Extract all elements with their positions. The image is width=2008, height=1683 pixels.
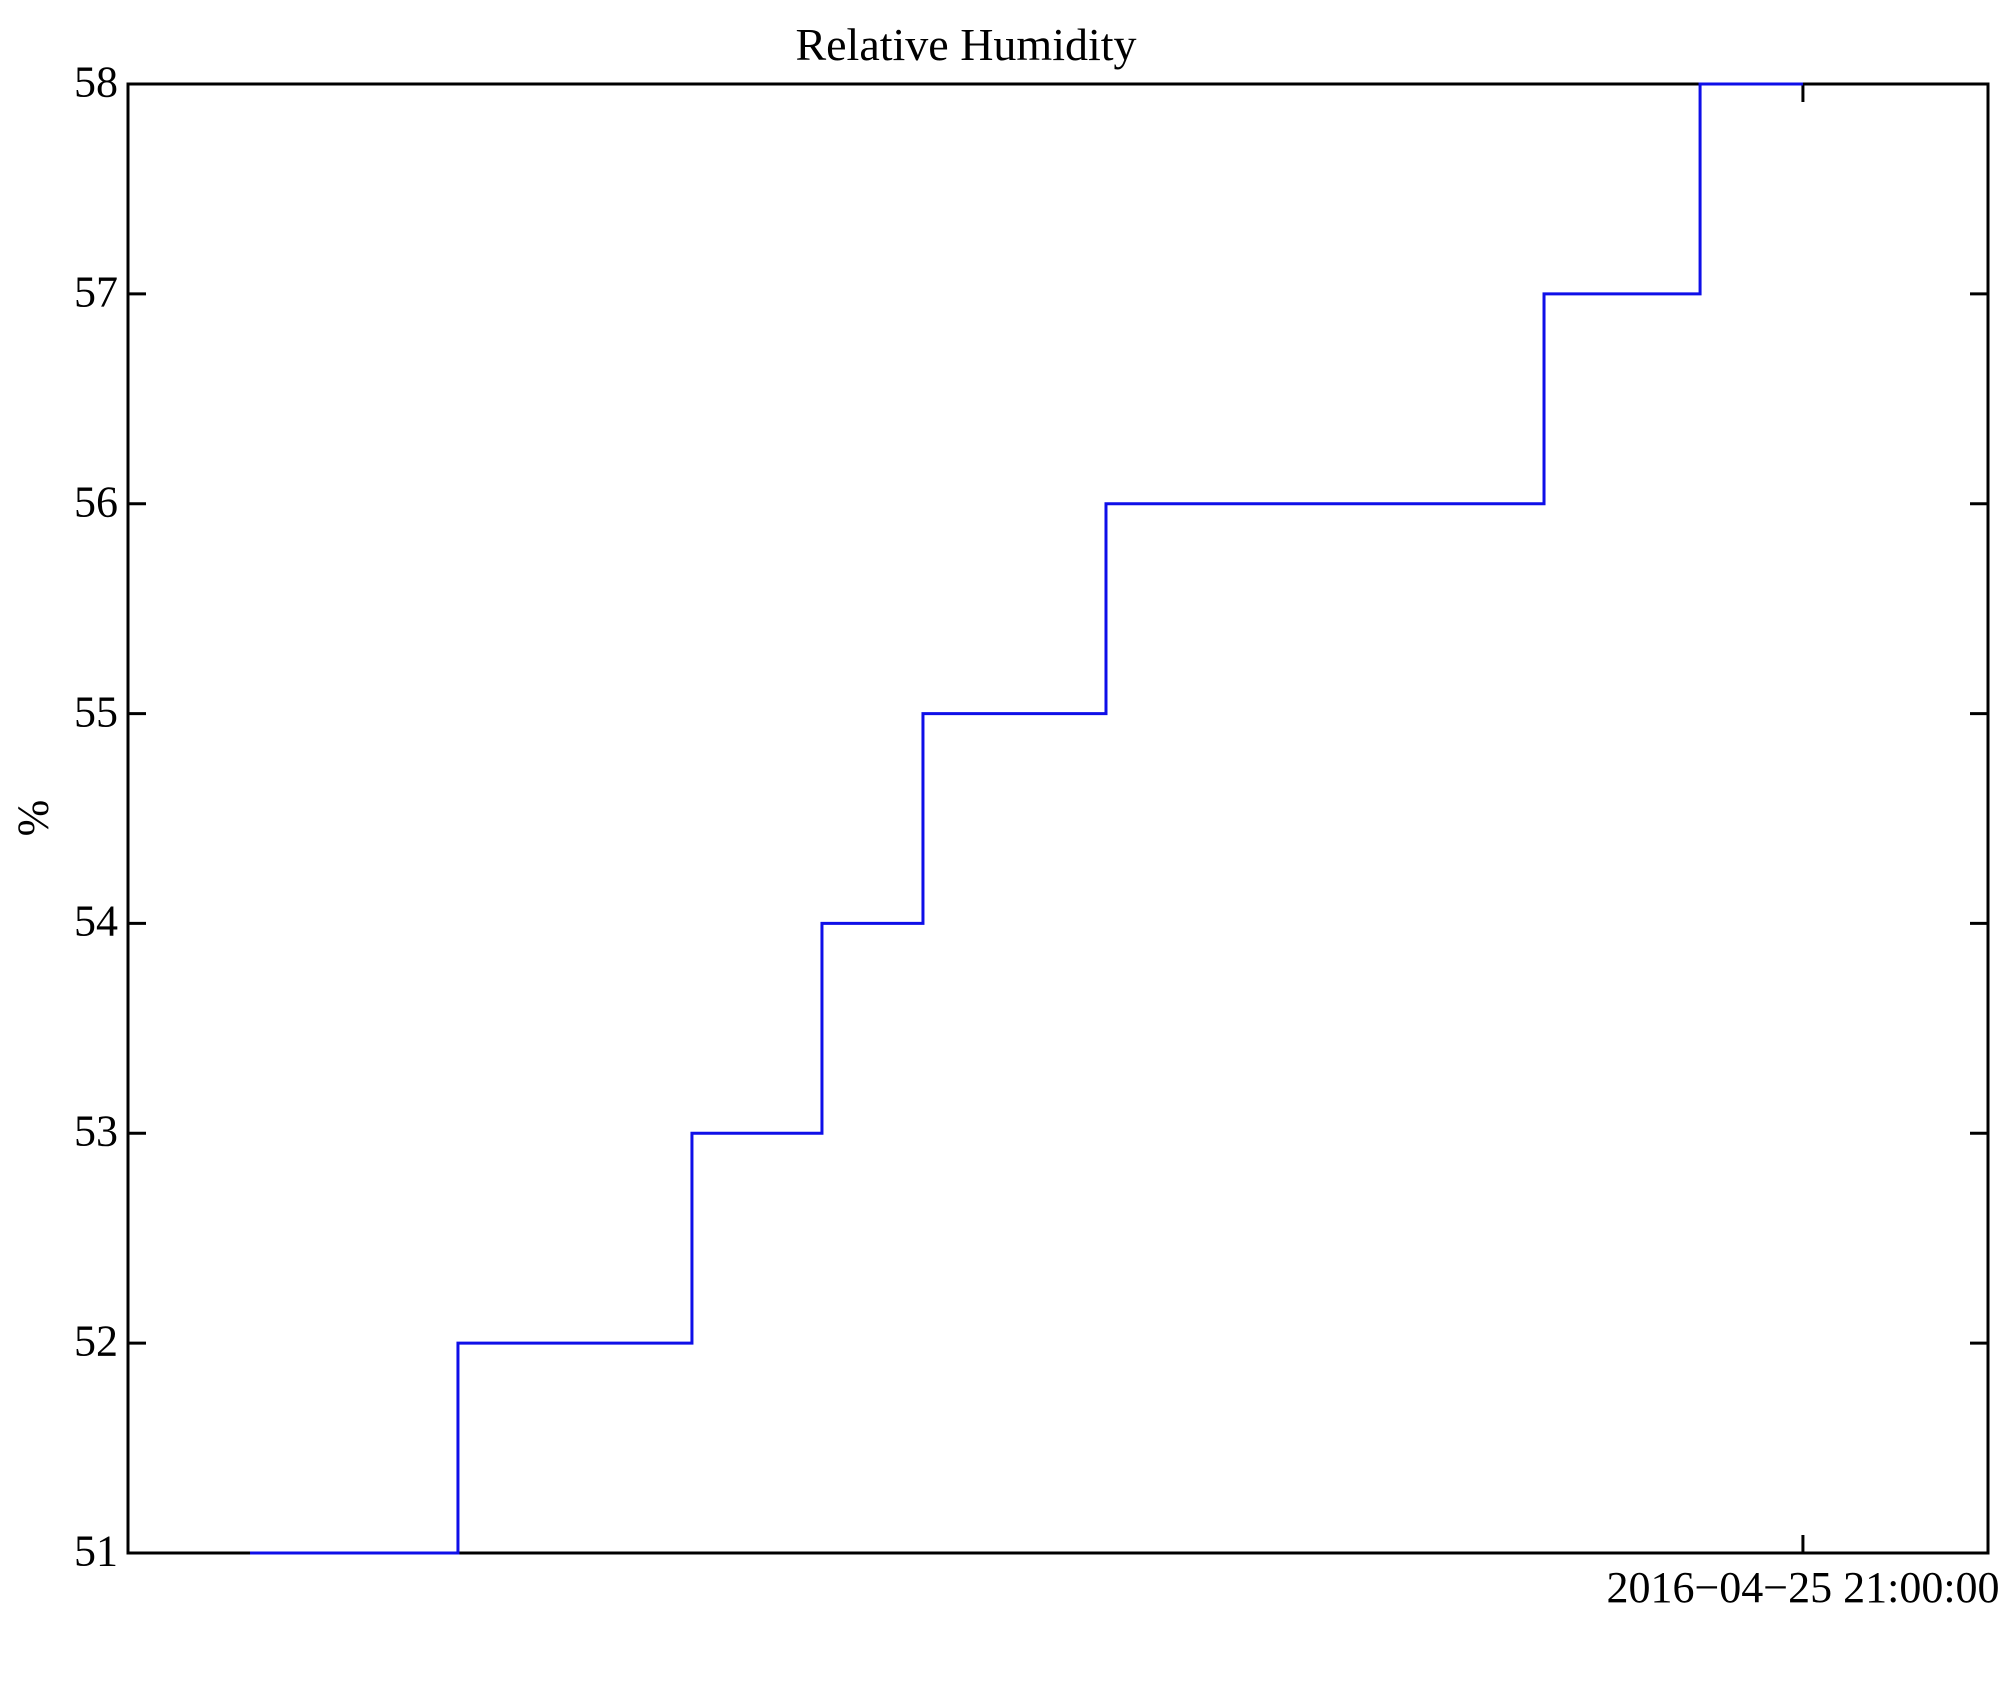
axis-box bbox=[126, 82, 1990, 1555]
y-tick-label: 56 bbox=[74, 477, 118, 527]
y-tick-label: 57 bbox=[74, 267, 118, 317]
y-tick-label: 54 bbox=[74, 896, 118, 946]
x-tick-label: 2016−04−25 21:00:00 bbox=[1606, 1563, 2000, 1612]
y-tick-label: 51 bbox=[74, 1526, 118, 1576]
y-tick-label: 52 bbox=[74, 1316, 118, 1366]
chart-title: Relative Humidity bbox=[795, 19, 1137, 70]
y-tick-label: 55 bbox=[74, 687, 118, 737]
y-tick-label: 53 bbox=[74, 1106, 118, 1156]
y-tick-label: 58 bbox=[74, 57, 118, 107]
humidity-step-line bbox=[250, 82, 1803, 1555]
